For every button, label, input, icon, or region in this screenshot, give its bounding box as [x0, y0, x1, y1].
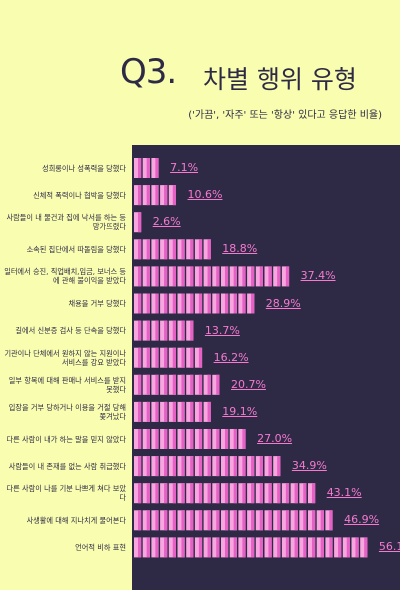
value-label-2: 10.6%: [187, 188, 223, 202]
bar-3: [134, 212, 142, 233]
bar-2: [134, 185, 176, 206]
value-label-5: 37.4%: [300, 269, 336, 283]
value-label-8: 16.2%: [213, 350, 249, 364]
category-label-12: 사람들이 내 존재를 없는 사람 취급했다: [8, 461, 126, 471]
value-label-6: 28.9%: [265, 296, 301, 310]
bar-13: [134, 483, 316, 504]
bar-14: [134, 510, 333, 531]
header: Q3. 차별 행위 유형 ('가끔', '자주' 또는 '항상' 있다고 응답한…: [0, 0, 400, 145]
category-label-2: 신체적 폭력이나 협박을 당했다: [33, 190, 126, 200]
bar-11: [134, 429, 246, 449]
category-label-11: 다른 사람이 내가 하는 말을 믿지 않았다: [6, 434, 126, 444]
value-label-12: 34.9%: [291, 459, 327, 473]
value-label-11: 27.0%: [257, 432, 293, 445]
category-label-10: 입장을 거부 당하거나 이용을 거절 당해 쫓겨났다: [8, 402, 126, 421]
value-label-1: 7.1%: [170, 161, 199, 174]
bar-5: [134, 266, 290, 287]
value-label-15: 56.1%: [378, 540, 400, 554]
category-label-9: 일부 항목에 대해 판매나 서비스를 받지 못했다: [8, 375, 126, 394]
value-label-14: 46.9%: [344, 513, 380, 527]
value-label-4: 18.8%: [222, 242, 258, 256]
category-label-14: 사생활에 대해 지나치게 물어본다: [26, 515, 126, 525]
value-label-9: 20.7%: [231, 377, 266, 391]
bar-15: [134, 537, 368, 558]
bar-10: [134, 401, 211, 422]
bar-7: [134, 320, 194, 341]
category-label-5: 일터에서 승진, 직업배치,임금, 보너스 등에 관해 불이익을 받았다: [4, 267, 126, 286]
category-label-15: 언어적 비하 표현: [75, 542, 126, 552]
bar-9: [134, 374, 220, 395]
value-label-13: 43.1%: [326, 486, 362, 500]
bar-1: [134, 158, 159, 178]
category-label-4: 소속된 집단에서 따돌림을 당했다: [26, 244, 126, 254]
bar-12: [134, 456, 281, 477]
question-number: Q3.: [120, 52, 177, 92]
bar-4: [134, 239, 211, 260]
bar-6: [134, 293, 255, 314]
category-label-13: 다른 사람이 나를 기분 나쁘게 쳐다 보았다: [6, 484, 126, 503]
value-label-10: 19.1%: [222, 404, 258, 418]
value-label-3: 2.6%: [152, 215, 181, 229]
category-label-7: 길에서 신분증 검사 등 단속을 당했다: [15, 326, 126, 336]
chart-title: 차별 행위 유형: [203, 65, 357, 94]
category-label-3: 사람들이 내 물건과 집에 낙서를 하는 등 망가뜨렸다: [6, 213, 126, 232]
category-label-1: 성희롱이나 성폭력을 당했다: [42, 163, 126, 173]
category-label-8: 기관이나 단체에서 원하지 않는 지원이나 서비스를 강요 받았다: [4, 348, 126, 367]
chart-subtitle: ('가끔', '자주' 또는 '항상' 있다고 응답한 비율): [188, 110, 382, 121]
bar-8: [134, 347, 203, 368]
category-label-6: 채용을 거부 당했다: [68, 299, 126, 308]
value-label-7: 13.7%: [204, 323, 240, 337]
